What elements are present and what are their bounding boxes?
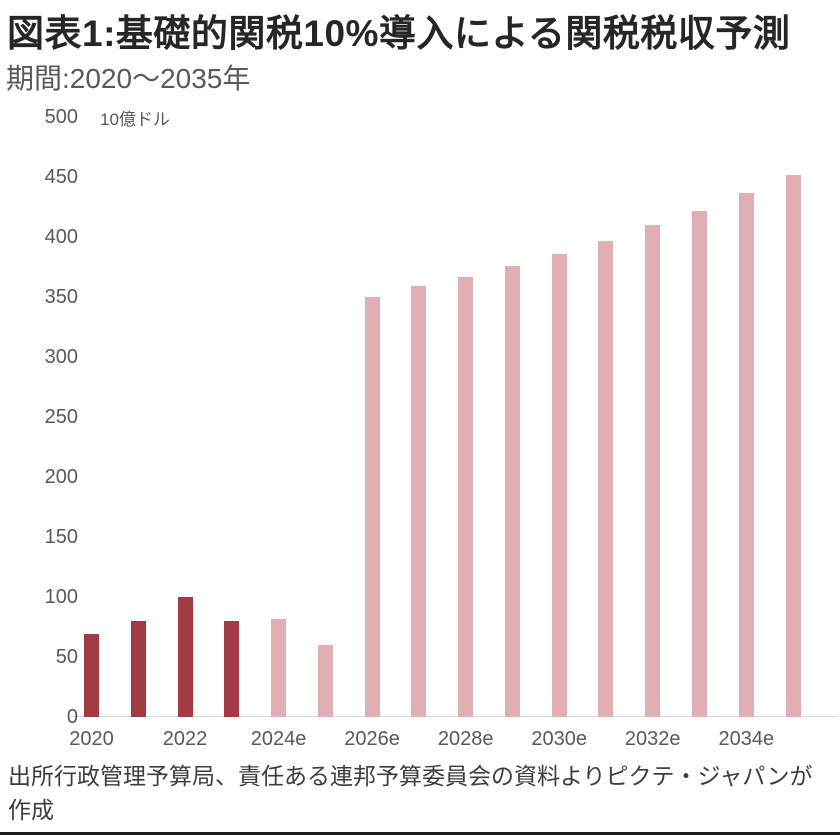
- x-axis-tick-2024e: 2024e: [250, 728, 307, 750]
- x-axis-tick-2030e: 2030e: [531, 728, 587, 750]
- y-axis-tick-300: 300: [44, 346, 78, 368]
- bottom-divider: [0, 832, 840, 835]
- bar-2031e: [598, 240, 614, 717]
- source-note: 出所行政管理予算局、責任ある連邦予算委員会の資料よりピクテ・ジャパンが作成: [8, 763, 813, 824]
- x-axis-tick-2028e: 2028e: [437, 728, 494, 750]
- bar-2034e: [738, 192, 754, 717]
- y-axis-tick-50: 50: [55, 646, 78, 668]
- y-axis-tick-450: 450: [44, 166, 78, 188]
- y-axis-tick-150: 150: [44, 526, 78, 548]
- y-axis-tick-0: 0: [66, 706, 78, 728]
- y-axis-tick-100: 100: [44, 586, 78, 608]
- x-axis-baseline: [70, 716, 838, 717]
- bar-2033e: [692, 210, 707, 717]
- y-axis-tick-250: 250: [44, 406, 78, 428]
- y-axis-unit-label: 10億ドル: [100, 110, 170, 129]
- x-axis-tick-2026e: 2026e: [344, 728, 400, 750]
- bar-2028e: [458, 276, 474, 717]
- y-axis-tick-500: 500: [44, 106, 78, 128]
- x-axis-tick-2034e: 2034e: [718, 728, 775, 750]
- bar-2024e: [271, 618, 287, 717]
- y-axis-tick-200: 200: [44, 466, 78, 488]
- chart-period-subtitle: 期間:2020〜2035年: [6, 63, 251, 94]
- x-axis-tick-2020: 2020: [69, 728, 114, 750]
- bar-2020: [84, 634, 99, 717]
- bar-2030e: [551, 253, 567, 717]
- bar-2021: [130, 621, 146, 717]
- y-axis-tick-400: 400: [44, 226, 78, 248]
- bar-2026e: [364, 297, 380, 717]
- bar-2023: [224, 621, 240, 717]
- x-axis-tick-2032e: 2032e: [624, 728, 681, 750]
- bar-2025e: [317, 645, 333, 717]
- y-axis-tick-350: 350: [44, 286, 78, 308]
- bar-2032e: [645, 225, 661, 717]
- x-axis-tick-2022: 2022: [162, 728, 208, 750]
- bar-2035e: [785, 174, 801, 717]
- bar-2022: [177, 597, 193, 717]
- chart-title: 図表1:基礎的関税10%導入による関税税収予測: [7, 13, 791, 54]
- bar-2027e: [411, 286, 427, 717]
- bar-2029e: [504, 265, 520, 717]
